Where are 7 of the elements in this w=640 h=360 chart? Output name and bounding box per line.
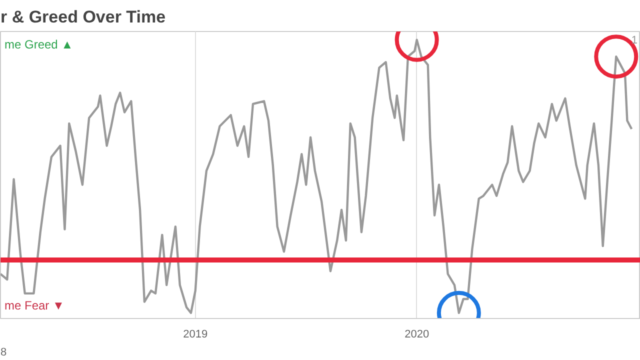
x-tick-label: 2020: [404, 328, 430, 340]
x-tick-label: 2019: [183, 328, 208, 340]
text: 8: [0, 346, 7, 358]
annotation: me Fear ▼: [4, 298, 64, 312]
annotation: me Greed ▲: [4, 38, 74, 52]
chart-title: r & Greed Over Time: [0, 8, 166, 26]
annotation: 1: [631, 34, 638, 46]
